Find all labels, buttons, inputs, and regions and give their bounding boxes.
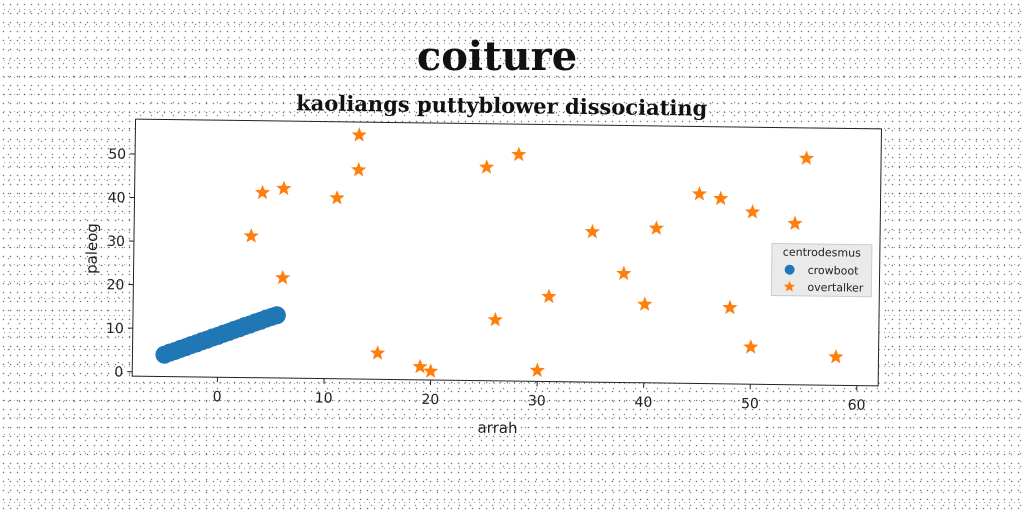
x-tick-label: 10 — [315, 390, 333, 406]
data-point-overtalker — [351, 127, 367, 142]
data-point-overtalker — [423, 363, 439, 378]
data-point-overtalker — [370, 345, 386, 360]
data-point-overtalker — [275, 269, 291, 285]
data-point-overtalker — [744, 204, 761, 219]
x-tick-label: 40 — [634, 395, 652, 411]
y-tick-label: 30 — [107, 234, 125, 250]
data-point-overtalker — [713, 190, 729, 206]
x-tick-label: 0 — [213, 389, 222, 405]
data-point-overtalker — [722, 299, 738, 315]
x-tick-label: 20 — [421, 392, 439, 408]
chart-suptitle: coiture — [417, 33, 577, 80]
y-tick-label: 20 — [106, 277, 124, 293]
legend-label-overtalker: overtalker — [807, 281, 864, 295]
legend-title: centrodesmus — [783, 246, 861, 260]
data-point-overtalker — [541, 288, 557, 304]
legend: centrodesmus crowboot overtalker — [770, 242, 873, 298]
x-tick-label: 50 — [741, 396, 759, 412]
y-tick-label: 40 — [108, 190, 126, 206]
data-point-overtalker — [487, 311, 503, 327]
legend-label-crowboot: crowboot — [808, 264, 860, 278]
y-tick-label: 10 — [106, 321, 124, 337]
legend-box — [770, 242, 873, 298]
chart-title: kaoliangs puttyblower dissociating — [296, 90, 708, 120]
series-overtalker — [243, 127, 844, 378]
data-point-overtalker — [584, 223, 601, 239]
y-axis: 0 10 20 30 40 50 — [106, 147, 136, 381]
data-point-overtalker — [648, 220, 665, 235]
data-point-overtalker — [828, 348, 844, 364]
data-point-overtalker — [511, 146, 527, 162]
y-tick-label: 50 — [108, 147, 126, 163]
legend-marker-overtalker — [783, 280, 796, 292]
data-point-overtalker — [329, 189, 345, 205]
x-tick-label: 60 — [848, 397, 866, 413]
data-point-overtalker — [691, 186, 708, 201]
data-point-overtalker — [254, 184, 271, 200]
x-tick-label: 30 — [528, 393, 546, 409]
x-axis-label: arrah — [477, 419, 517, 438]
data-point-overtalker — [243, 228, 259, 243]
data-point-overtalker — [787, 215, 803, 231]
data-point-crowboot — [267, 306, 286, 325]
series-crowboot — [155, 306, 286, 364]
data-point-overtalker — [798, 150, 815, 165]
data-point-overtalker — [743, 339, 759, 354]
plot-area — [131, 118, 882, 387]
data-point-overtalker — [637, 296, 653, 311]
y-axis-label: paleog — [83, 223, 102, 274]
chart-body: kaoliangs puttyblower dissociating 0 10 20… — [83, 90, 882, 438]
data-point-overtalker — [616, 265, 632, 281]
x-axis: 0 10 20 30 40 50 60 — [213, 377, 866, 414]
legend-marker-crowboot — [784, 264, 795, 275]
data-point-overtalker — [529, 362, 545, 378]
y-tick-label: 0 — [114, 365, 123, 381]
series-layer — [155, 127, 844, 378]
data-point-overtalker — [351, 161, 367, 177]
data-point-overtalker — [412, 358, 428, 374]
data-point-overtalker — [479, 159, 495, 174]
data-point-overtalker — [276, 180, 292, 196]
